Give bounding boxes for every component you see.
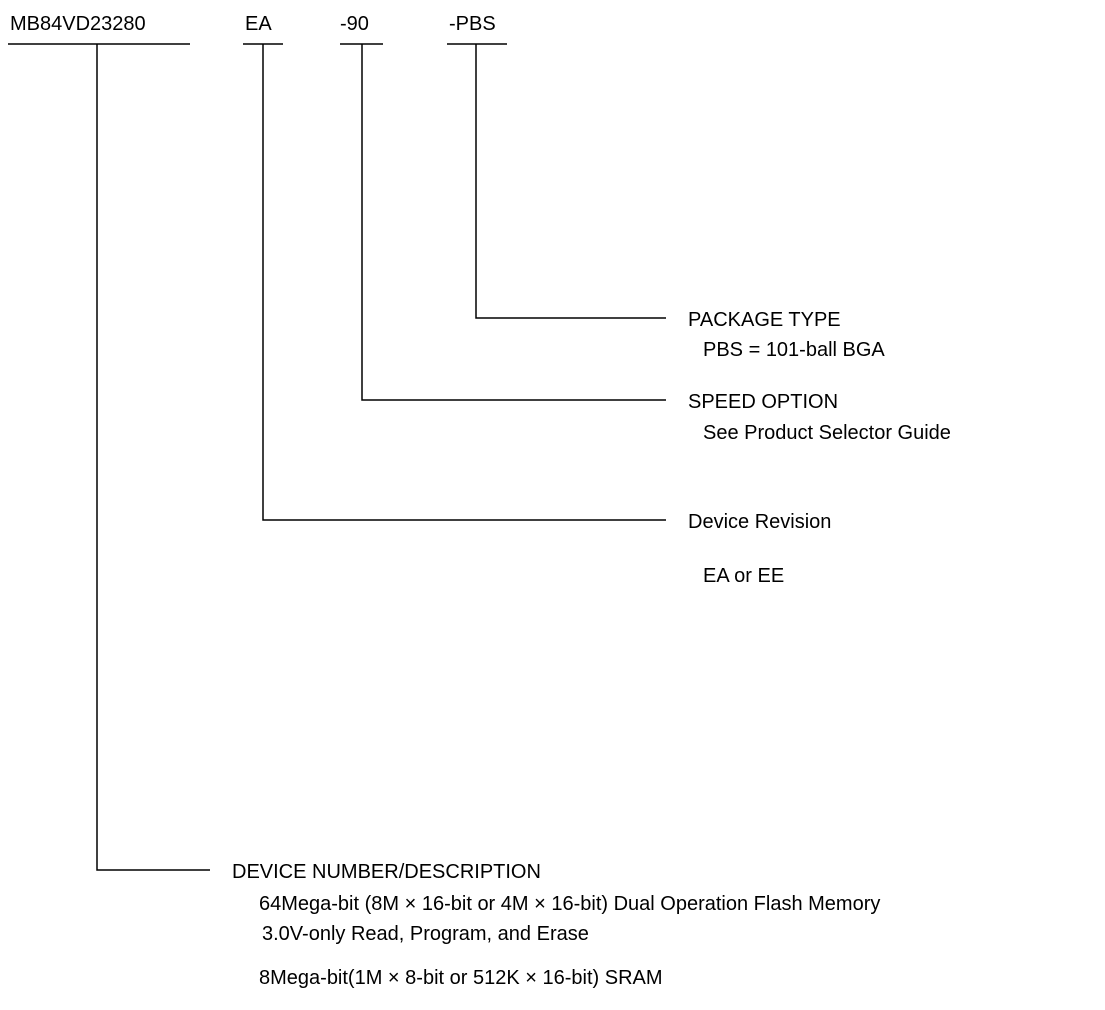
device-description-heading: DEVICE NUMBER/DESCRIPTION — [232, 861, 541, 883]
device-leader — [96, 44, 210, 871]
device-revision-detail: EA or EE — [703, 565, 785, 587]
speed-option-heading: SPEED OPTION — [688, 391, 839, 413]
package-type-detail: PBS = 101-ball BGA — [703, 339, 885, 361]
package-leader — [475, 44, 666, 319]
part-package: -PBS — [449, 13, 496, 35]
device-revision-heading: Device Revision — [688, 511, 832, 533]
part-device: MB84VD23280 — [10, 13, 146, 35]
device-description-line: 64Mega-bit (8M × 16-bit or 4M × 16-bit) … — [259, 893, 881, 915]
part-revision: EA — [245, 13, 272, 35]
device-description-line: 8Mega-bit(1M × 8-bit or 512K × 16-bit) S… — [259, 967, 663, 989]
device-description-line: 3.0V-only Read, Program, and Erase — [262, 923, 589, 945]
revision-leader — [262, 44, 666, 521]
speed-option-detail: See Product Selector Guide — [703, 422, 951, 444]
part-speed: -90 — [340, 13, 369, 35]
package-type-heading: PACKAGE TYPE — [688, 309, 841, 331]
speed-leader — [361, 44, 666, 401]
